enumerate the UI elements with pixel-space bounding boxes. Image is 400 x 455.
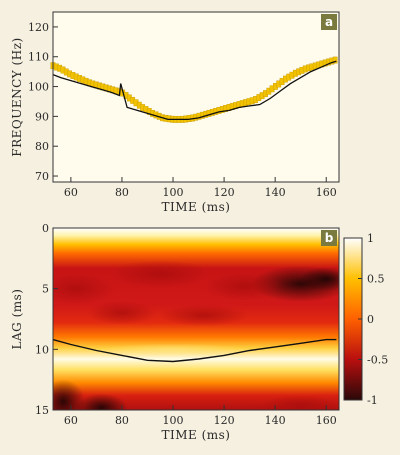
- panel-a-frame: [52, 11, 340, 183]
- colorbar-tick-label: 0.5: [367, 273, 385, 286]
- panel-a-axes: 60 80 100 120 140 160 70 80 90 100 110 120: [28, 21, 337, 199]
- y-tick-label: 5: [42, 283, 49, 296]
- panel-b-frame: [52, 227, 340, 411]
- panel-a-y-axis-label: FREQUENCY (Hz): [10, 37, 24, 156]
- measured-marker: [332, 56, 338, 64]
- x-tick-label: 80: [115, 414, 129, 427]
- y-tick-label: 70: [35, 170, 49, 183]
- panel-b-heatmap: [53, 228, 339, 410]
- lag-line: [52, 338, 337, 363]
- x-tick-label: 120: [214, 414, 235, 427]
- x-tick-label: 60: [64, 186, 78, 199]
- heatmap-blob: [260, 395, 339, 410]
- y-tick-label: 120: [28, 21, 49, 34]
- heatmap-blob: [204, 272, 285, 301]
- heatmap-blob: [53, 272, 114, 305]
- panel-b-x-axis-label: TIME (ms): [161, 428, 230, 442]
- panel-a-plot-area: [53, 12, 339, 182]
- colorbar: -1 -0.5 0 0.5 1: [343, 232, 388, 407]
- panel-b-badge: b: [321, 230, 337, 246]
- colorbar-tick-label: -0.5: [367, 354, 388, 367]
- panel-b-axes: 60 80 100 120 140 160 0 5 10 15: [35, 222, 337, 427]
- x-tick-label: 100: [163, 414, 184, 427]
- panel-a-x-axis-label: TIME (ms): [161, 200, 230, 214]
- y-tick-label: 10: [35, 343, 49, 356]
- heatmap-blob: [300, 266, 339, 291]
- colorbar-tick-label: 0: [367, 313, 374, 326]
- panel-b-y-axis-label: LAG (ms): [10, 289, 24, 350]
- colorbar-ticks: -1 -0.5 0 0.5 1: [358, 232, 388, 407]
- heatmap-texture: [53, 260, 339, 410]
- model-line: [52, 60, 337, 121]
- x-tick-label: 100: [163, 186, 184, 199]
- x-tick-label: 160: [316, 414, 337, 427]
- heatmap-blob: [75, 393, 128, 410]
- panel-a-badge-box: [321, 14, 337, 30]
- heatmap-blob: [110, 260, 211, 289]
- panel-a-label: a: [325, 15, 333, 29]
- panel-b-badge-box: [321, 230, 337, 246]
- heatmap-blob: [87, 300, 156, 325]
- panel-b-label: b: [325, 231, 334, 245]
- x-tick-label: 140: [265, 414, 286, 427]
- heatmap-blob: [103, 343, 244, 356]
- x-tick-label: 140: [265, 186, 286, 199]
- x-tick-label: 80: [115, 186, 129, 199]
- panel-a: 60 80 100 120 140 160 70 80 90 100 110 120 a TIME (…: [10, 11, 340, 214]
- y-tick-label: 90: [35, 110, 49, 123]
- y-tick-label: 15: [35, 404, 49, 417]
- x-tick-label: 120: [214, 186, 235, 199]
- colorbar-tick-label: -1: [367, 394, 378, 407]
- y-tick-label: 80: [35, 140, 49, 153]
- x-tick-label: 60: [64, 414, 78, 427]
- panel-b-marks: [52, 338, 337, 363]
- panel-a-marks: [50, 56, 338, 123]
- heatmap-blob: [159, 304, 248, 327]
- x-tick-label: 160: [316, 186, 337, 199]
- y-tick-label: 110: [28, 51, 49, 64]
- panel-a-badge: a: [321, 14, 337, 30]
- heatmap-blob: [53, 379, 86, 410]
- colorbar-tick-label: 1: [367, 232, 374, 245]
- y-tick-label: 0: [42, 222, 49, 235]
- y-tick-label: 100: [28, 81, 49, 94]
